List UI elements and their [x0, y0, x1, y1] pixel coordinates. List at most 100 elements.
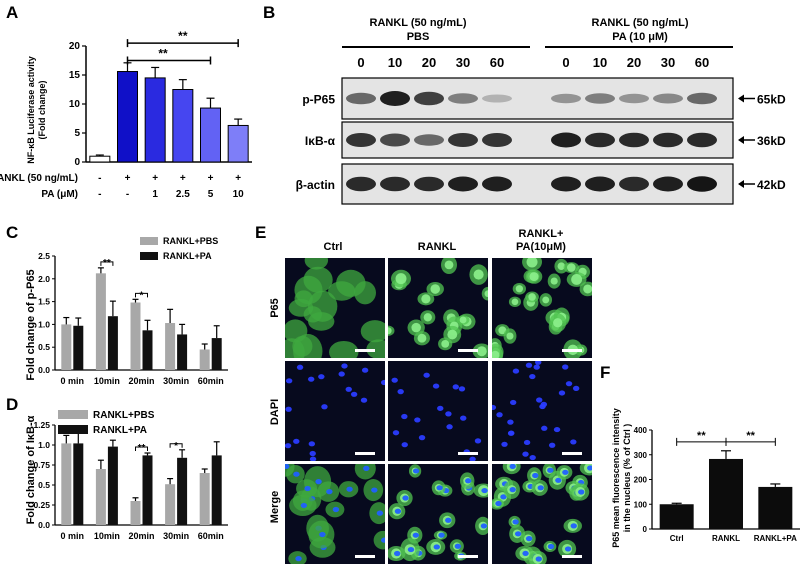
- nucleus-stain: [553, 426, 561, 433]
- nucleus-stain: [540, 401, 548, 407]
- cell-nucleus: [476, 346, 487, 357]
- panel-a-row-cell: +: [208, 173, 214, 184]
- sig-label: **: [697, 430, 706, 442]
- nucleus-stain: [454, 543, 462, 549]
- lane-time-label: 60: [490, 55, 504, 70]
- nucleus-stain: [525, 536, 533, 542]
- cell-nucleus: [395, 273, 407, 285]
- panel-label-e: E: [255, 223, 266, 242]
- nucleus-stain: [318, 374, 325, 380]
- cell-nucleus: [484, 290, 488, 298]
- panel-label-b: B: [263, 3, 275, 22]
- x-tick-label: RANKL: [712, 534, 740, 543]
- nucleus-stain: [360, 397, 368, 403]
- nucleus-stain: [474, 438, 482, 444]
- blot-band: [482, 94, 512, 103]
- bar-rankl-pbs: [165, 484, 176, 525]
- nucleus-stain: [509, 399, 517, 406]
- bar-rankl-pa: [177, 334, 188, 370]
- nucleus-stain: [345, 386, 352, 392]
- micrograph-column-label: Ctrl: [324, 241, 343, 253]
- nucleus-stain: [437, 405, 444, 411]
- nucleus-stain: [293, 438, 300, 444]
- panel-d-ylabel: Fold change of IκB-α: [25, 415, 37, 524]
- cell-nucleus: [388, 327, 392, 335]
- nucleus-stain: [492, 404, 497, 411]
- panel-a-ytick-label: 20: [69, 41, 81, 52]
- lane-time-label: 0: [562, 55, 569, 70]
- nucleus-stain: [307, 376, 315, 382]
- cell-nucleus: [550, 277, 558, 285]
- legend-swatch: [58, 425, 88, 434]
- pa-group-line2: PA (10 μM): [612, 31, 668, 43]
- cell-nucleus: [528, 293, 536, 301]
- y-tick-label: 400: [634, 426, 648, 435]
- cell-nucleus: [441, 339, 450, 348]
- nucleus-stain: [535, 556, 542, 562]
- legend-label: RANKL+PA: [163, 251, 212, 261]
- panel-a-bar: [144, 77, 166, 163]
- bar-rankl-pa: [142, 455, 153, 525]
- blot-band: [687, 132, 717, 148]
- micrograph-image: [492, 464, 592, 564]
- blot-band: [448, 176, 478, 192]
- pa-group-line1: RANKL (50 ng/mL): [592, 17, 689, 29]
- nucleus-stain: [319, 531, 326, 538]
- panel-label-c: C: [6, 223, 18, 242]
- nucleus-stain: [529, 373, 536, 380]
- sig-label: **: [138, 443, 146, 454]
- nucleus-stain: [460, 415, 467, 421]
- nucleus-stain: [452, 384, 459, 390]
- blot-band: [380, 176, 410, 192]
- micrograph-image: [391, 372, 482, 461]
- molecular-weight-label: 36kD: [757, 134, 786, 148]
- blot-band: [482, 176, 512, 192]
- micrograph-row-label: Merge: [269, 491, 281, 523]
- sig-bracket: [169, 443, 183, 448]
- nucleus-stain: [412, 532, 420, 538]
- micrograph-dapi-ctrl: [285, 361, 385, 461]
- nucleus-stain: [285, 443, 292, 449]
- cell-nucleus: [411, 322, 421, 333]
- x-tick-label: 20min: [128, 376, 154, 386]
- nucleus-stain: [525, 362, 533, 368]
- panel-c-ylabel: Fold change of p-P65: [25, 269, 37, 380]
- nucleus-stain: [587, 465, 592, 471]
- nucleus-stain: [309, 456, 317, 461]
- blot-band: [414, 91, 444, 106]
- nucleus-stain: [332, 506, 340, 513]
- nucleus-stain: [533, 364, 540, 370]
- cell-nucleus: [557, 262, 566, 270]
- cell-nucleus: [571, 274, 583, 285]
- nucleus-stain: [380, 537, 385, 543]
- legend-label: RANKL+PA: [93, 425, 147, 436]
- nucleus-stain: [536, 397, 543, 403]
- nucleus-stain: [361, 367, 369, 373]
- nucleus-stain: [458, 386, 466, 392]
- nucleus-stain: [363, 465, 370, 471]
- nucleus-stain: [371, 487, 378, 493]
- cell-nucleus: [459, 316, 467, 324]
- panel-a-bar: [200, 107, 221, 163]
- y-tick-label: 2.0: [38, 274, 50, 284]
- bar: [659, 504, 694, 529]
- bar-rankl-pa: [177, 457, 188, 525]
- nucleus-stain: [401, 442, 408, 448]
- sig-label: **: [103, 258, 111, 269]
- panel-a-row-cell: +: [235, 173, 241, 184]
- bar-rankl-pbs: [199, 349, 210, 370]
- cell-body: [373, 530, 385, 550]
- nucleus-stain: [380, 379, 385, 386]
- blot-band: [653, 132, 683, 148]
- nucleus-stain: [394, 508, 402, 514]
- cell-body: [366, 339, 385, 358]
- y-tick-label: 1.25: [33, 420, 50, 430]
- molecular-weight-label: 65kD: [757, 93, 786, 107]
- micrograph-merge-ctrl: [285, 464, 385, 564]
- panel-a-bar: [227, 124, 249, 163]
- blot-band: [346, 176, 376, 192]
- cell-nucleus: [553, 318, 563, 328]
- y-tick-label: 100: [634, 500, 648, 509]
- nucleus-stain: [562, 364, 569, 370]
- nucleus-stain: [445, 517, 452, 523]
